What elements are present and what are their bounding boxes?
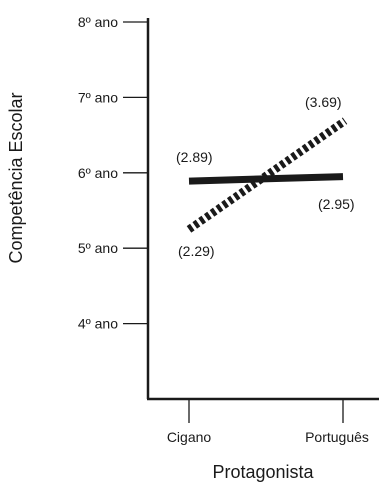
dashed-series-line [186,117,348,233]
x-axis-title: Protagonista [212,462,314,482]
x-ticks: Cigano Português [167,399,369,445]
y-tick-label: 8º ano [78,14,118,30]
y-tick-label: 5º ano [78,240,118,256]
y-tick-label: 6º ano [78,165,118,181]
data-label: (2.29) [178,243,215,259]
y-tick-label: 4º ano [78,316,118,332]
data-label: (3.69) [305,94,342,110]
x-tick-label: Cigano [167,429,212,445]
x-tick-label: Português [305,429,369,445]
data-labels: (2.89) (2.95) (2.29) (3.69) [176,94,355,259]
series-lines [186,117,348,233]
axes [146,18,379,401]
y-ticks: 4º ano 5º ano 6º ano 7º ano 8º ano [78,14,148,332]
y-axis-title: Competência Escolar [6,92,26,263]
y-tick-label: 7º ano [78,89,118,105]
data-label: (2.89) [176,149,213,165]
data-label: (2.95) [318,196,355,212]
